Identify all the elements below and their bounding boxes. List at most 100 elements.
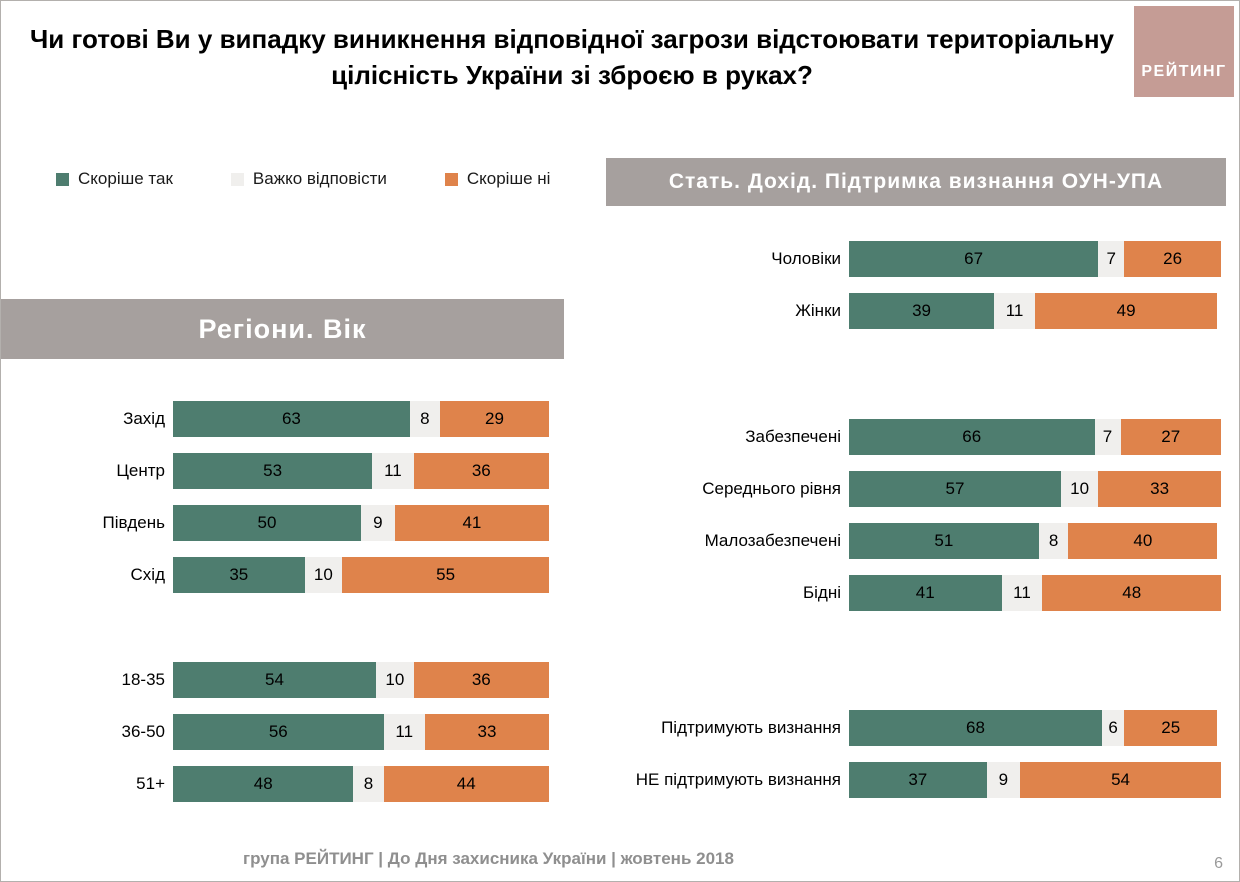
stacked-bar: 41 11 48: [849, 575, 1221, 611]
bar-row: Чоловіки 67 7 26: [606, 233, 1221, 285]
legend-item-hard-to-answer: Важко відповісти: [230, 169, 387, 189]
category-label: Підтримують визнання: [661, 718, 841, 737]
group-gap: [606, 619, 1221, 702]
category-label: НЕ підтримують визнання: [635, 770, 841, 789]
bar-segment-rather-yes: 39: [849, 293, 995, 329]
bar-segment-rather-no: 29: [439, 401, 549, 437]
bar-segment-rather-no: 25: [1124, 710, 1218, 746]
bar-segment-hard-to-answer: 6: [1101, 710, 1125, 746]
stacked-bar: 50 9 41: [173, 505, 549, 541]
bar-segment-hard-to-answer: 10: [376, 662, 414, 698]
bar-segment-rather-yes: 68: [849, 710, 1102, 746]
group-gap: [606, 337, 1221, 411]
bar-segment-rather-no: 27: [1120, 419, 1221, 455]
stacked-bar: 35 10 55: [173, 557, 549, 593]
panel-header-gender-income-ounupa: Стать. Дохід. Підтримка визнання ОУН-УПА: [606, 158, 1226, 206]
page-title: Чи готові Ви у випадку виникнення відпов…: [30, 24, 1114, 91]
bar-row: Підтримують визнання 68 6 25: [606, 702, 1221, 754]
page-number: 6: [1214, 855, 1223, 872]
group-gap: [1, 601, 549, 654]
bar-row: 51+ 48 8 44: [1, 758, 549, 810]
bar-segment-rather-no: 44: [383, 766, 549, 802]
category-label: Схід: [130, 565, 165, 584]
bar-row: 18-35 54 10 36: [1, 654, 549, 706]
footer-caption: група РЕЙТИНГ | До Дня захисника України…: [243, 849, 734, 868]
stacked-bar: 57 10 33: [849, 471, 1221, 507]
legend-swatch-rather-yes-icon: [56, 172, 69, 186]
category-label: Забезпечені: [745, 427, 841, 446]
category-label: 18-35: [121, 670, 165, 689]
bar-row: Середнього рівня 57 10 33: [606, 463, 1221, 515]
bar-segment-rather-no: 40: [1068, 523, 1218, 559]
legend-label: Скоріше так: [78, 169, 173, 188]
category-label: Жінки: [795, 301, 841, 320]
bar-row: Малозабезпечені 51 8 40: [606, 515, 1221, 567]
bar-segment-rather-yes: 50: [173, 505, 361, 541]
category-label: Південь: [102, 513, 165, 532]
bar-segment-rather-no: 36: [413, 662, 549, 698]
stacked-bar: 53 11 36: [173, 453, 549, 489]
stacked-bar: 54 10 36: [173, 662, 549, 698]
bar-segment-rather-no: 33: [1098, 471, 1221, 507]
panel-header-regions-age: Регіони. Вік: [1, 299, 564, 359]
category-label: Центр: [116, 461, 165, 480]
bar-row: Забезпечені 66 7 27: [606, 411, 1221, 463]
bar-segment-hard-to-answer: 8: [353, 766, 384, 802]
bar-segment-hard-to-answer: 9: [986, 762, 1021, 798]
legend-item-rather-yes: Скоріше так: [56, 169, 173, 189]
rating-group-logo-text: РЕЙТИНГ: [1141, 63, 1227, 80]
bar-segment-rather-yes: 51: [849, 523, 1039, 559]
stacked-bar: 67 7 26: [849, 241, 1221, 277]
bar-row: НЕ підтримують визнання 37 9 54: [606, 754, 1221, 806]
bar-segment-rather-yes: 35: [173, 557, 305, 593]
legend: Скоріше так Важко відповісти Скоріше ні: [56, 169, 550, 189]
bar-segment-rather-no: 26: [1124, 241, 1221, 277]
bar-row: Жінки 39 11 49: [606, 285, 1221, 337]
bar-row: Бідні 41 11 48: [606, 567, 1221, 619]
rating-group-logo: РЕЙТИНГ: [1134, 6, 1234, 97]
stacked-bar: 48 8 44: [173, 766, 549, 802]
category-label: 51+: [136, 774, 165, 793]
legend-swatch-hard-to-answer-icon: [230, 172, 244, 186]
category-label: Середнього рівня: [702, 479, 841, 498]
bar-segment-hard-to-answer: 8: [409, 401, 440, 437]
bar-segment-rather-no: 33: [424, 714, 549, 750]
legend-label: Важко відповісти: [252, 169, 387, 188]
chart-gender-income-ounupa: Чоловіки 67 7 26 Жінки 39 11 49 Забезпечені 66 7 27…: [606, 233, 1221, 806]
bar-segment-hard-to-answer: 9: [361, 505, 395, 541]
bar-segment-hard-to-answer: 10: [1061, 471, 1099, 507]
category-label: Бідні: [802, 583, 841, 602]
bar-segment-rather-yes: 37: [849, 762, 987, 798]
bar-segment-hard-to-answer: 7: [1094, 419, 1121, 455]
legend-swatch-rather-no-icon: [444, 172, 458, 186]
category-label: Чоловіки: [771, 249, 841, 268]
stacked-bar: 39 11 49: [849, 293, 1221, 329]
bar-segment-rather-no: 36: [413, 453, 549, 489]
bar-row: Схід 35 10 55: [1, 549, 549, 601]
chart-regions-age: Захід 63 8 29 Центр 53 11 36 Південь 50 9 41 Схід 35 1…: [1, 393, 549, 810]
stacked-bar: 51 8 40: [849, 523, 1221, 559]
stacked-bar: 56 11 33: [173, 714, 549, 750]
bar-segment-hard-to-answer: 11: [383, 714, 425, 750]
bar-segment-rather-yes: 57: [849, 471, 1062, 507]
bar-segment-rather-no: 49: [1034, 293, 1218, 329]
bar-segment-rather-yes: 66: [849, 419, 1095, 455]
bar-segment-rather-no: 48: [1042, 575, 1221, 611]
bar-segment-hard-to-answer: 7: [1098, 241, 1125, 277]
bar-segment-rather-yes: 54: [173, 662, 377, 698]
bar-segment-rather-yes: 41: [849, 575, 1002, 611]
legend-item-rather-no: Скоріше ні: [444, 169, 550, 189]
bar-segment-rather-no: 55: [342, 557, 549, 593]
bar-segment-rather-no: 54: [1020, 762, 1221, 798]
category-label: Захід: [123, 409, 165, 428]
bar-segment-rather-yes: 56: [173, 714, 384, 750]
bar-segment-hard-to-answer: 11: [372, 453, 414, 489]
category-label: 36-50: [121, 722, 165, 741]
bar-row: Південь 50 9 41: [1, 497, 549, 549]
stacked-bar: 66 7 27: [849, 419, 1221, 455]
stacked-bar: 63 8 29: [173, 401, 549, 437]
stacked-bar: 37 9 54: [849, 762, 1221, 798]
stacked-bar: 68 6 25: [849, 710, 1221, 746]
category-label: Малозабезпечені: [704, 531, 841, 550]
